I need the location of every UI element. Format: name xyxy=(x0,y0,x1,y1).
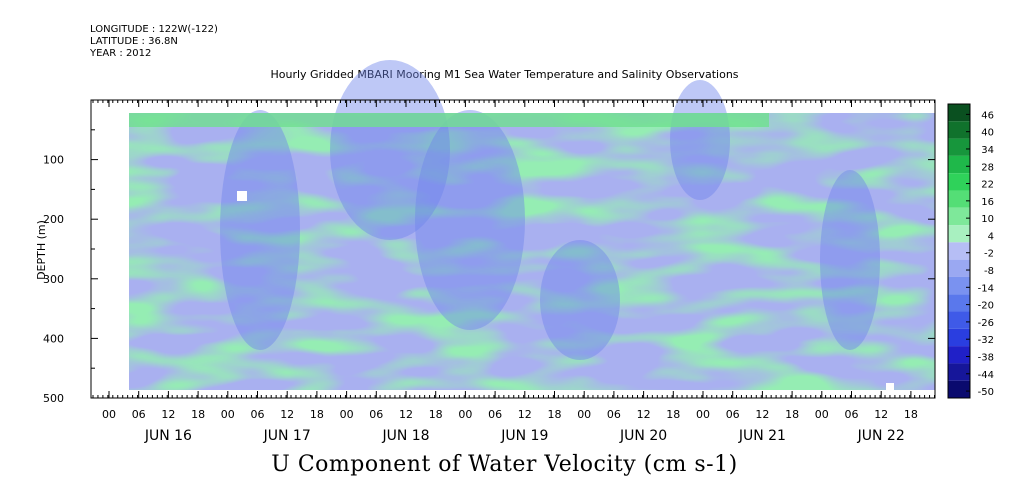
colorbar-label: 46 xyxy=(981,110,994,121)
x-tick-label: 18 xyxy=(429,408,443,421)
x-tick-label: 12 xyxy=(755,408,769,421)
colorbar-swatch xyxy=(948,121,970,139)
y-tick-label: 400 xyxy=(43,332,64,345)
colorbar-swatch xyxy=(948,104,970,122)
x-tick-label: 00 xyxy=(577,408,591,421)
x-tick-label: 12 xyxy=(518,408,532,421)
velocity-patch xyxy=(540,240,620,360)
x-tick-label: 06 xyxy=(369,408,383,421)
x-day-label: JUN 16 xyxy=(144,428,192,444)
chart-title: Hourly Gridded MBARI Mooring M1 Sea Wate… xyxy=(270,68,739,81)
x-tick-label: 06 xyxy=(488,408,502,421)
x-tick-label: 12 xyxy=(161,408,175,421)
x-day-label: JUN 21 xyxy=(738,428,786,444)
colorbar-swatch xyxy=(948,328,970,347)
velocity-patch xyxy=(330,60,450,240)
x-tick-label: 12 xyxy=(637,408,651,421)
y-tick-label: 300 xyxy=(43,273,64,286)
colorbar-swatch xyxy=(948,311,970,329)
colorbar-swatch xyxy=(948,380,970,398)
axes: 100 200 300 400 500 DEPTH (m) 00 06 12 18 00 06 12 18… xyxy=(35,99,936,444)
x-tick-label: 12 xyxy=(399,408,413,421)
colorbar: 46 40 34 28 22 16 10 4 -2 -8 -14 -20 -26 -32 -38 -44 -50 xyxy=(947,103,994,399)
x-tick-label: 18 xyxy=(548,408,562,421)
velocity-patch xyxy=(415,110,525,330)
colorbar-frame xyxy=(947,103,971,399)
x-day-label: JUN 19 xyxy=(500,428,548,444)
x-tick-label: 00 xyxy=(458,408,472,421)
colorbar-swatch xyxy=(948,242,970,260)
colorbar-swatch xyxy=(948,155,970,174)
x-tick-label: 18 xyxy=(785,408,799,421)
colorbar-label: 10 xyxy=(981,214,994,225)
x-tick-label: 06 xyxy=(607,408,621,421)
colorbar-label: -26 xyxy=(978,318,994,329)
x-tick-label: 18 xyxy=(904,408,918,421)
velocity-patch xyxy=(820,170,880,350)
x-tick-label: 06 xyxy=(845,408,859,421)
x-tick-label: 00 xyxy=(221,408,235,421)
colorbar-swatch xyxy=(948,173,970,191)
colorbar-label: -38 xyxy=(978,352,994,363)
x-tick-label: 18 xyxy=(666,408,680,421)
x-tick-label: 12 xyxy=(874,408,888,421)
colorbar-swatch xyxy=(948,363,970,381)
velocity-field-green xyxy=(129,113,935,390)
x-axis-title: U Component of Water Velocity (cm s-1) xyxy=(271,452,738,477)
colorbar-swatch xyxy=(948,276,970,295)
surface-band xyxy=(129,113,769,127)
velocity-patch xyxy=(670,80,730,200)
y-tick-label: 100 xyxy=(43,154,64,167)
colorbar-label: 28 xyxy=(981,162,994,173)
colorbar-swatch xyxy=(948,259,970,277)
colorbar-label: -50 xyxy=(978,387,994,398)
missing-data-cell xyxy=(886,383,894,390)
latitude-label: LATITUDE : 36.8N xyxy=(90,36,178,47)
x-day-label: JUN 20 xyxy=(619,428,667,444)
y-tick-label: 200 xyxy=(43,213,64,226)
colorbar-label: 4 xyxy=(988,231,994,242)
y-axis-title: DEPTH (m) xyxy=(35,220,48,280)
x-tick-label: 00 xyxy=(815,408,829,421)
colorbar-swatch xyxy=(948,138,970,156)
colorbar-swatch xyxy=(948,207,970,226)
x-day-label: JUN 22 xyxy=(857,428,905,444)
longitude-label: LONGITUDE : 122W(-122) xyxy=(90,24,218,35)
x-day-label: JUN 18 xyxy=(381,428,429,444)
colorbar-label: -14 xyxy=(978,283,994,294)
colorbar-label: 40 xyxy=(981,128,994,139)
x-tick-label: 00 xyxy=(102,408,116,421)
colorbar-label: 16 xyxy=(981,197,994,208)
x-tick-label: 06 xyxy=(726,408,740,421)
x-tick-label: 06 xyxy=(132,408,146,421)
colorbar-label: -2 xyxy=(984,249,994,260)
x-tick-label: 06 xyxy=(251,408,265,421)
colorbar-label: 34 xyxy=(981,145,994,156)
colorbar-label: -44 xyxy=(978,370,994,381)
x-tick-label: 00 xyxy=(696,408,710,421)
missing-data-cell xyxy=(237,191,247,201)
y-tick-label: 500 xyxy=(43,392,64,405)
colorbar-label: 22 xyxy=(981,180,994,191)
colorbar-swatch xyxy=(948,294,970,312)
x-tick-label: 18 xyxy=(191,408,205,421)
x-tick-label: 18 xyxy=(310,408,324,421)
velocity-patch xyxy=(220,110,300,350)
colorbar-swatch xyxy=(948,190,970,208)
colorbar-swatch xyxy=(948,225,970,243)
colorbar-label: -20 xyxy=(978,301,994,312)
year-label: YEAR : 2012 xyxy=(90,48,152,59)
plot-area xyxy=(129,60,935,390)
x-day-label: JUN 17 xyxy=(263,428,311,444)
colorbar-label: -8 xyxy=(984,266,994,277)
x-tick-label: 12 xyxy=(280,408,294,421)
x-tick-label: 00 xyxy=(340,408,354,421)
colorbar-label: -32 xyxy=(978,335,994,346)
colorbar-swatch xyxy=(948,346,970,364)
